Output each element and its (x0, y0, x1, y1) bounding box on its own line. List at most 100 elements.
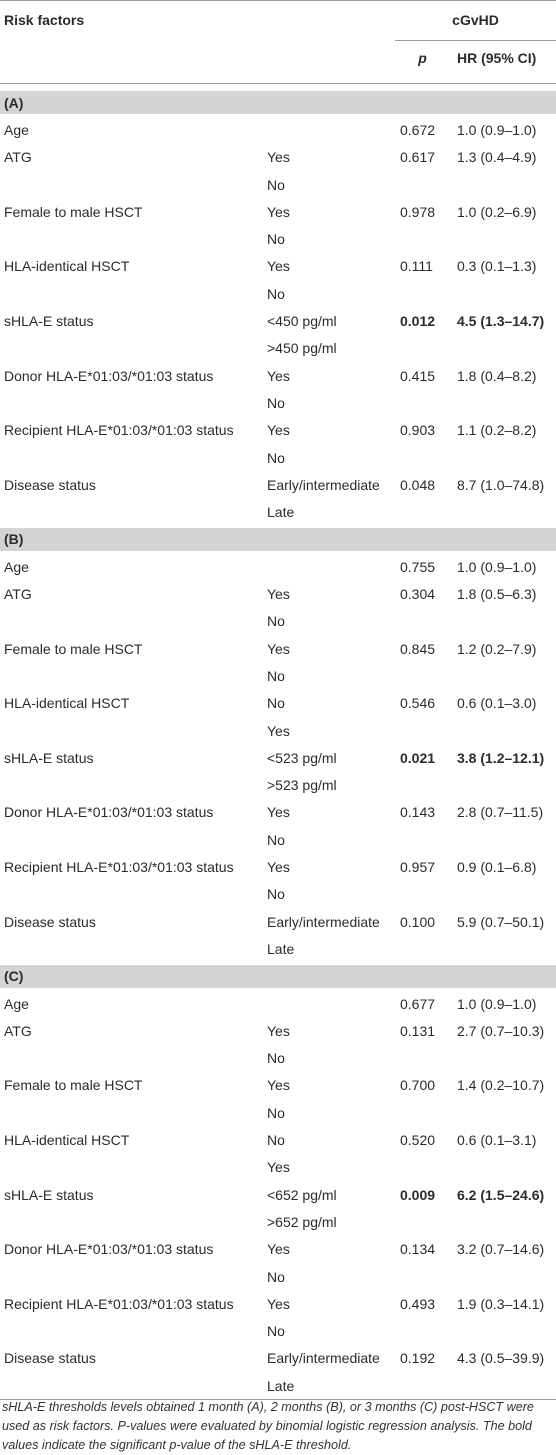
level: Yes (267, 1077, 290, 1094)
level: No (267, 285, 285, 302)
risk-factor: HLA-identical HSCT (4, 1132, 130, 1149)
level: Yes (267, 1295, 290, 1312)
p-value: 0.617 (400, 149, 436, 166)
level: Yes (267, 1241, 290, 1258)
hazard-ratio: 1.4 (0.2–10.7) (457, 1077, 545, 1094)
level: Yes (267, 640, 290, 657)
p-value: 0.131 (400, 1022, 436, 1039)
level: Yes (267, 586, 290, 603)
risk-factor: Age (4, 995, 29, 1012)
risk-factor: Recipient HLA-E*01:03/*01:03 status (4, 859, 234, 876)
header-p: p (418, 50, 427, 66)
p-value: 0.700 (400, 1077, 436, 1094)
level: No (267, 613, 285, 630)
hazard-ratio: 1.9 (0.3–14.1) (457, 1295, 545, 1312)
risk-factor: HLA-identical HSCT (4, 695, 130, 712)
p-value: 0.111 (400, 258, 433, 275)
risk-factor: Donor HLA-E*01:03/*01:03 status (4, 804, 214, 821)
level: No (267, 1323, 285, 1340)
p-value: 0.009 (400, 1186, 436, 1203)
risk-factor: Disease status (4, 913, 96, 930)
hazard-ratio: 3.2 (0.7–14.6) (457, 1241, 545, 1258)
header-risk-factors: Risk factors (4, 12, 85, 28)
risk-factor: Female to male HSCT (4, 203, 143, 220)
bottom-rule (0, 1399, 556, 1401)
level: No (267, 231, 285, 248)
section-band (0, 964, 556, 988)
p-value: 0.677 (400, 995, 436, 1012)
level: No (267, 449, 285, 466)
level: No (267, 394, 285, 411)
risk-factor: Age (4, 558, 29, 575)
level: No (267, 1268, 285, 1285)
hazard-ratio: 4.5 (1.3–14.7) (457, 313, 545, 330)
p-value: 0.304 (400, 586, 436, 603)
level: Yes (267, 722, 290, 739)
hazard-ratio: 0.9 (0.1–6.8) (457, 859, 537, 876)
risk-factor: sHLA-E status (4, 313, 94, 330)
hazard-ratio: 1.3 (0.4–4.9) (457, 149, 537, 166)
p-value: 0.143 (400, 804, 436, 821)
level: No (267, 1132, 285, 1149)
header-hr: HR (95% CI) (457, 50, 537, 66)
hazard-ratio: 5.9 (0.7–50.1) (457, 913, 545, 930)
level: Yes (267, 367, 290, 384)
risk-factor: ATG (4, 586, 32, 603)
p-value: 0.845 (400, 640, 436, 657)
hazard-ratio: 1.8 (0.5–6.3) (457, 586, 537, 603)
p-value: 0.672 (400, 121, 436, 138)
hazard-ratio: 1.2 (0.2–7.9) (457, 640, 537, 657)
hazard-ratio: 8.7 (1.0–74.8) (457, 476, 545, 493)
level: Early/intermediate (267, 1350, 380, 1367)
hazard-ratio: 1.0 (0.9–1.0) (457, 558, 537, 575)
p-value: 0.957 (400, 859, 436, 876)
hazard-ratio: 1.1 (0.2–8.2) (457, 422, 537, 439)
level: Late (267, 504, 295, 521)
level: Early/intermediate (267, 913, 380, 930)
p-value: 0.048 (400, 476, 436, 493)
p-value: 0.012 (400, 313, 436, 330)
level: Yes (267, 149, 290, 166)
p-value: 0.520 (400, 1132, 436, 1149)
p-value: 0.493 (400, 1295, 436, 1312)
hazard-ratio: 0.6 (0.1–3.0) (457, 695, 537, 712)
p-value: 0.415 (400, 367, 436, 384)
p-value: 0.100 (400, 913, 436, 930)
risk-factor: Donor HLA-E*01:03/*01:03 status (4, 367, 214, 384)
level: No (267, 1050, 285, 1067)
level: Yes (267, 1159, 290, 1176)
section-label: (B) (4, 531, 24, 548)
hazard-ratio: 0.6 (0.1–3.1) (457, 1132, 537, 1149)
risk-factor: ATG (4, 1022, 32, 1039)
risk-factor: Female to male HSCT (4, 1077, 143, 1094)
level: Yes (267, 422, 290, 439)
level: No (267, 831, 285, 848)
hazard-ratio: 1.0 (0.9–1.0) (457, 121, 537, 138)
level: >450 pg/ml (267, 340, 337, 357)
hazard-ratio: 2.8 (0.7–11.5) (457, 804, 544, 821)
risk-factor: Female to male HSCT (4, 640, 143, 657)
p-value: 0.134 (400, 1241, 436, 1258)
p-value: 0.546 (400, 695, 436, 712)
level: <523 pg/ml (267, 749, 337, 766)
level: No (267, 1104, 285, 1121)
footnote: sHLA-E thresholds levels obtained 1 mont… (2, 1400, 534, 1452)
risk-factor: Disease status (4, 1350, 96, 1367)
hazard-ratio: 1.0 (0.2–6.9) (457, 203, 537, 220)
risk-factor: Recipient HLA-E*01:03/*01:03 status (4, 1295, 234, 1312)
header-rule (0, 83, 556, 84)
hazard-ratio: 4.3 (0.5–39.9) (457, 1350, 545, 1367)
risk-factor: ATG (4, 149, 32, 166)
risk-factor: Age (4, 121, 29, 138)
level: >652 pg/ml (267, 1213, 337, 1230)
risk-factor: HLA-identical HSCT (4, 258, 130, 275)
section-band (0, 91, 556, 114)
p-value: 0.021 (400, 749, 436, 766)
header-outcome: cGvHD (452, 12, 499, 28)
risk-factor: sHLA-E status (4, 1186, 94, 1203)
level: <652 pg/ml (267, 1186, 337, 1203)
hazard-ratio: 6.2 (1.5–24.6) (457, 1186, 545, 1203)
hazard-ratio: 1.8 (0.4–8.2) (457, 367, 537, 384)
level: <450 pg/ml (267, 313, 337, 330)
risk-factor: Recipient HLA-E*01:03/*01:03 status (4, 422, 234, 439)
